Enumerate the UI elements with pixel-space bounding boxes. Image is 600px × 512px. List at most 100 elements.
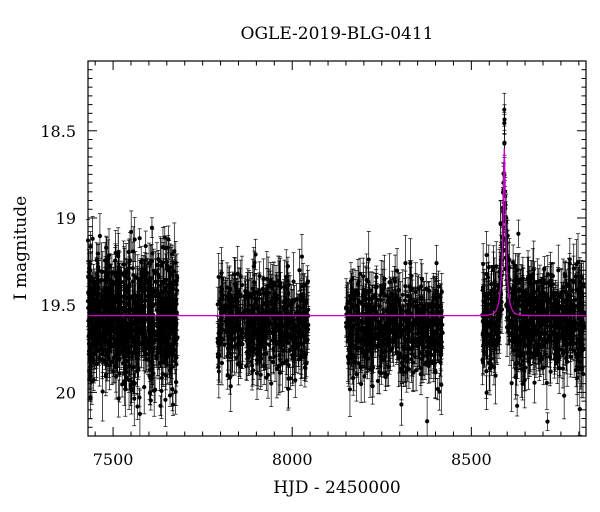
data-point [170,402,176,407]
data-point [158,338,163,343]
data-point [122,306,127,311]
data-point [147,318,152,323]
data-point [147,285,152,290]
data-point [277,357,283,362]
data-point [153,279,158,284]
data-point [122,379,127,384]
data-point [172,249,177,254]
data-point [174,335,179,341]
data-point [97,299,102,304]
data-point [169,328,174,333]
data-point [100,357,105,362]
data-point [140,287,145,293]
data-point [95,271,100,276]
data-point [163,357,168,362]
data-point [144,342,149,347]
data-point [101,302,106,308]
data-point [155,331,160,336]
data-point [128,321,133,326]
data-point [157,360,162,366]
data-point [132,237,137,242]
data-point [162,325,168,330]
data-point [150,251,155,256]
data-point [156,325,161,330]
data-point [152,338,158,343]
data-point [129,355,135,360]
data-point [107,283,112,289]
data-point [105,256,111,262]
data-point [148,398,153,403]
data-point [127,259,132,264]
data-point [89,274,94,279]
data-point [148,261,153,266]
data-point [124,295,129,300]
data-point [141,328,146,333]
data-point [129,388,134,393]
data-point [121,262,126,267]
data-point [146,346,151,351]
data-point [132,396,137,401]
data-point [121,273,127,278]
data-point [158,403,163,408]
data-point [95,251,100,256]
season-1 [85,210,180,437]
data-point [167,285,172,290]
data-point [167,317,172,322]
data-point [96,325,101,330]
data-point [98,278,104,283]
data-point [97,318,103,323]
data-point [102,278,107,283]
data-point [105,339,110,344]
data-point [156,257,161,262]
data-point [132,301,137,306]
data-point [97,233,103,239]
data-point [106,253,112,258]
data-point [126,309,131,314]
data-point [163,245,168,251]
data-point [149,361,155,367]
data-point [147,326,152,331]
data-point [269,381,274,386]
data-point [171,331,176,337]
data-point [172,353,177,358]
data-point [105,317,110,322]
data-point [109,360,115,365]
data-point [261,276,266,281]
data-point [121,333,126,339]
data-point [165,311,170,316]
data-point [104,245,109,250]
data-point [153,387,158,392]
data-point [125,347,131,352]
data-point [143,298,148,303]
data-point [114,374,119,379]
data-point [137,395,142,400]
data-point [94,289,99,294]
data-point [160,371,165,376]
data-point [135,331,141,336]
data-point [149,225,155,230]
data-point [264,276,269,281]
data-point [144,270,149,275]
data-point [284,358,289,364]
data-point [170,387,175,392]
data-point [135,404,140,409]
data-point [142,336,147,341]
data-point [215,302,220,307]
data-point [120,382,125,387]
data-point [103,372,109,377]
data-point [172,307,177,312]
data-point [160,290,165,295]
data-point [133,347,138,352]
data-point [126,249,131,255]
data-point [116,250,121,255]
data-point [125,340,130,346]
data-point [130,307,135,312]
data-point [163,397,168,402]
data-point [252,260,257,265]
data-point [93,327,98,332]
data-point [88,244,93,249]
data-point [92,280,97,285]
data-point [138,280,144,285]
chart-title: OGLE-2019-BLG-0411 [241,24,434,44]
